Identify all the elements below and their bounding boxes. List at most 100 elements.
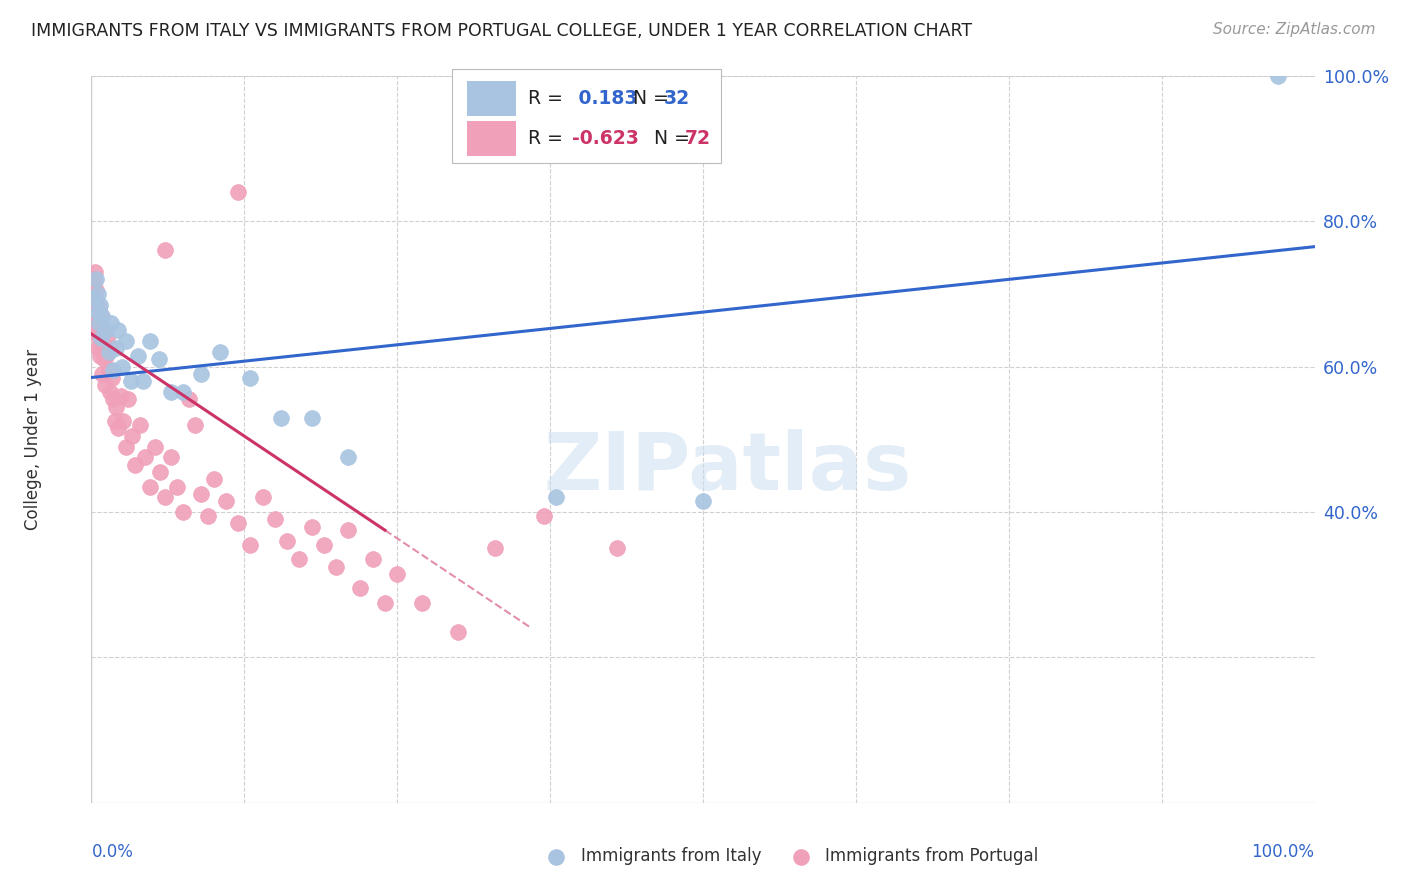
Point (139, 479, 162, 493)
Text: 0.183: 0.183 (572, 89, 637, 108)
Point (94, 323, 117, 337)
Point (114, 334, 136, 348)
Point (84, 265, 107, 279)
Point (87, 301, 110, 316)
Text: 32: 32 (664, 89, 690, 108)
Point (84, 294, 107, 309)
Point (97, 363, 120, 377)
Point (97, 345, 120, 359)
Point (86, 305, 108, 319)
Point (325, 559, 347, 574)
Point (239, 370, 262, 384)
Point (107, 323, 129, 337)
Point (100, 316, 122, 330)
Text: N =: N = (621, 89, 675, 108)
Point (153, 244, 176, 258)
Point (120, 374, 142, 388)
Point (288, 552, 311, 566)
FancyBboxPatch shape (467, 121, 516, 156)
Point (93, 352, 115, 367)
Point (276, 534, 298, 549)
Point (114, 440, 136, 454)
Point (84, 283, 107, 297)
Point (337, 523, 360, 537)
Point (226, 185, 249, 199)
FancyBboxPatch shape (453, 69, 721, 163)
Point (385, 566, 409, 581)
Point (91, 323, 114, 337)
Point (312, 538, 335, 552)
Point (94, 349, 117, 363)
Point (208, 345, 231, 359)
Point (184, 417, 207, 432)
Point (110, 389, 132, 403)
Text: Source: ZipAtlas.com: Source: ZipAtlas.com (1212, 22, 1375, 37)
Point (484, 541, 506, 556)
Point (160, 385, 183, 400)
Point (337, 450, 360, 465)
Text: 72: 72 (685, 128, 710, 148)
Point (160, 450, 183, 465)
Point (790, 850, 813, 864)
Point (270, 410, 292, 425)
Point (90, 309, 112, 323)
Point (349, 582, 371, 596)
Point (83, 323, 105, 337)
Point (361, 552, 384, 566)
Point (83, 291, 105, 305)
Point (134, 450, 156, 465)
Point (83, 272, 105, 286)
Point (90, 342, 112, 356)
Point (447, 624, 470, 639)
Point (89, 298, 111, 312)
Point (121, 428, 143, 442)
Point (94, 377, 117, 392)
Point (546, 491, 568, 505)
Point (129, 417, 152, 432)
Point (239, 538, 262, 552)
Point (89, 326, 111, 341)
Point (197, 508, 219, 523)
Point (172, 505, 194, 519)
Point (149, 465, 172, 479)
Point (104, 342, 127, 356)
Point (374, 596, 396, 610)
Point (101, 370, 124, 384)
Point (103, 392, 125, 407)
Point (104, 400, 127, 414)
Point (301, 519, 323, 533)
Point (264, 512, 287, 526)
Point (132, 374, 155, 388)
Point (172, 385, 194, 400)
Point (190, 367, 212, 381)
Point (190, 487, 212, 501)
Text: ZIPatlas: ZIPatlas (543, 429, 911, 508)
Point (87, 330, 110, 344)
Point (89, 349, 111, 363)
Point (98, 385, 121, 400)
Point (86, 342, 108, 356)
Point (107, 421, 129, 435)
Point (84, 272, 107, 286)
Point (139, 334, 162, 348)
Text: IMMIGRANTS FROM ITALY VS IMMIGRANTS FROM PORTUGAL COLLEGE, UNDER 1 YEAR CORRELAT: IMMIGRANTS FROM ITALY VS IMMIGRANTS FROM… (31, 22, 972, 40)
Point (153, 491, 176, 505)
Point (87, 316, 110, 330)
Text: -0.623: -0.623 (572, 128, 638, 148)
Point (86, 287, 108, 301)
Point (301, 410, 323, 425)
Point (104, 414, 127, 428)
Point (93, 338, 115, 352)
Point (111, 359, 134, 374)
Point (86, 316, 108, 330)
Point (166, 479, 188, 493)
Point (692, 494, 714, 508)
Point (84, 316, 107, 330)
Point (148, 352, 170, 367)
Text: R =: R = (529, 128, 569, 148)
Text: 0.0%: 0.0% (91, 843, 134, 861)
Point (226, 516, 249, 530)
Point (117, 392, 139, 407)
Point (533, 508, 555, 523)
Point (91, 309, 114, 323)
